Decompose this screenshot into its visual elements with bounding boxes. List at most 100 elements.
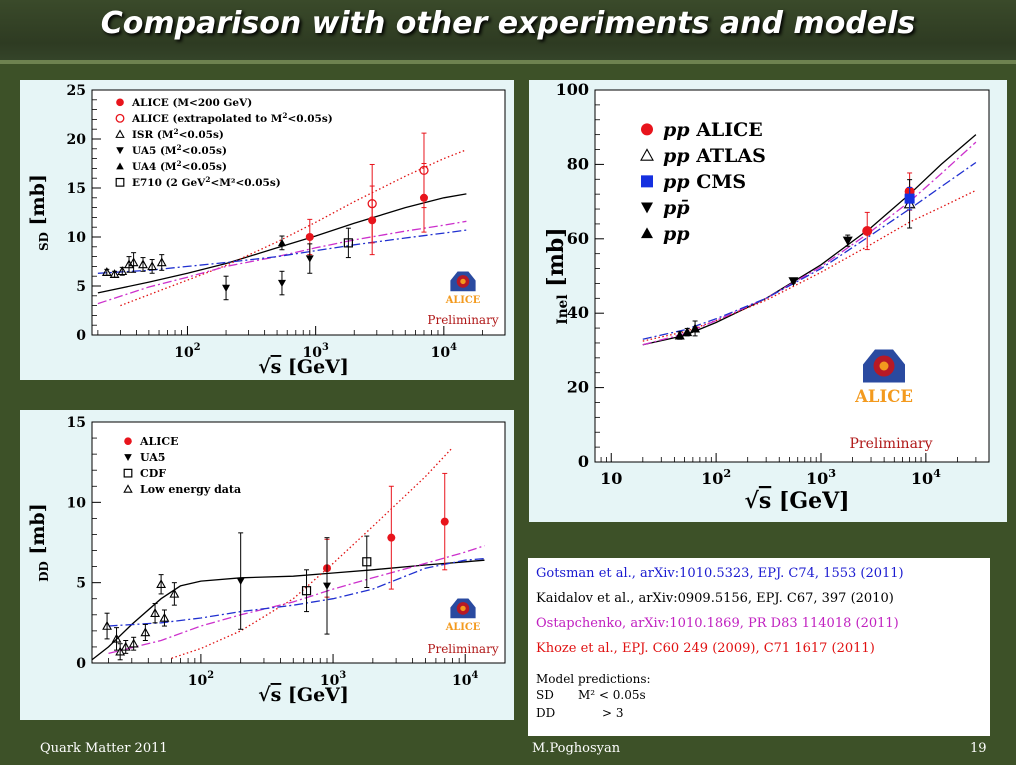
data-marker xyxy=(305,255,314,263)
data-marker xyxy=(343,238,353,248)
y-tick-label: 80 xyxy=(567,154,589,173)
data-marker xyxy=(128,638,139,648)
alice-logo-center xyxy=(460,278,466,285)
data-point xyxy=(109,269,120,278)
legend-marker xyxy=(115,177,125,187)
legend-entry: ALICE xyxy=(139,435,179,448)
data-marker xyxy=(277,238,286,247)
legend-marker xyxy=(116,147,124,155)
legend-marker xyxy=(641,227,653,239)
y-tick-label: 20 xyxy=(67,132,87,148)
data-point xyxy=(120,640,131,654)
data-point xyxy=(323,537,332,635)
data-marker xyxy=(842,236,853,246)
model-curve xyxy=(97,220,467,305)
data-marker xyxy=(362,557,372,567)
sd-panel: 0 5 10 15 20 25 102 103 104 √s [GeV] SD [mb] ALICE … xyxy=(20,80,514,380)
model-curve xyxy=(642,189,977,342)
model-predictions-heading: Model predictions: xyxy=(536,672,651,686)
data-marker xyxy=(159,612,170,622)
data-point xyxy=(904,186,915,211)
data-point xyxy=(387,485,396,590)
title-divider xyxy=(0,60,1016,64)
data-marker xyxy=(674,330,685,340)
data-point xyxy=(117,266,128,276)
data-point xyxy=(674,330,685,340)
data-point xyxy=(138,257,148,272)
legend-entry: pp ALICE xyxy=(663,119,763,141)
data-marker xyxy=(150,608,160,617)
x-axis-label: √s [GeV] xyxy=(744,488,849,514)
legend-marker xyxy=(641,175,653,188)
y-tick-label: 60 xyxy=(567,229,589,248)
legend-marker xyxy=(116,98,124,107)
data-marker xyxy=(305,233,314,241)
model-curve xyxy=(97,229,467,274)
x-tick-label: 102 xyxy=(174,342,200,361)
data-marker xyxy=(236,577,245,586)
y-tick-label: 15 xyxy=(67,181,86,197)
legend-entry: ISR (M2<0.05s) xyxy=(132,127,224,141)
data-marker xyxy=(367,199,377,209)
data-marker xyxy=(440,517,449,526)
model-curve xyxy=(108,557,485,627)
y-tick-label: 20 xyxy=(567,378,589,397)
model-curve xyxy=(97,193,467,294)
data-point xyxy=(236,532,245,630)
preliminary-label: Preliminary xyxy=(849,436,932,452)
legend-entry: UA5 xyxy=(140,451,165,464)
data-point xyxy=(150,603,160,624)
legend-entry: ALICE (M<200 GeV) xyxy=(131,97,252,109)
data-point xyxy=(343,227,353,259)
data-marker xyxy=(101,267,112,277)
data-marker xyxy=(222,284,231,292)
data-point xyxy=(305,243,314,274)
y-tick-label: 100 xyxy=(556,80,589,99)
data-point xyxy=(102,612,112,640)
y-tick-label: 40 xyxy=(567,303,589,322)
y-tick-label: 0 xyxy=(76,328,86,344)
reference-kaidalov: Kaidalov et al., arXiv:0909.5156, EPJ. C… xyxy=(536,591,894,606)
model-curve xyxy=(120,149,467,307)
data-marker xyxy=(111,633,122,643)
data-point xyxy=(140,623,151,642)
y-axis-label: DD [mb] xyxy=(27,503,51,581)
legend-marker xyxy=(115,129,125,138)
data-point xyxy=(222,275,231,301)
y-tick-label: 0 xyxy=(76,656,86,672)
y-tick-label: 10 xyxy=(67,495,87,511)
alice-logo-text: ALICE xyxy=(445,622,481,633)
data-point xyxy=(440,472,449,571)
legend-marker xyxy=(124,437,132,445)
model-curve xyxy=(108,545,485,655)
model-predictions-sd-label: SD xyxy=(536,688,554,702)
data-marker xyxy=(419,165,429,176)
legend-marker xyxy=(116,162,124,170)
data-point xyxy=(159,609,170,627)
plot-frame xyxy=(594,89,990,463)
references-box: Gotsman et al., arXiv:1010.5323, EPJ. C7… xyxy=(528,558,990,736)
x-tick-label: 103 xyxy=(302,342,328,361)
data-point xyxy=(862,211,873,251)
sd-chart: 0 5 10 15 20 25 102 103 104 √s [GeV] SD [mb] ALICE … xyxy=(27,83,506,378)
data-point xyxy=(367,163,377,244)
y-tick-label: 10 xyxy=(67,230,87,246)
data-point xyxy=(419,132,429,209)
x-tick-label: 103 xyxy=(806,466,836,488)
legend-entry: pp̄ xyxy=(663,197,690,219)
alice-logo: ALICE xyxy=(445,598,481,633)
data-point xyxy=(362,535,372,588)
y-tick-label: 25 xyxy=(67,83,86,99)
legend-marker xyxy=(640,148,654,161)
data-marker xyxy=(156,257,167,267)
y-axis-label: Inel [mb] xyxy=(543,227,571,324)
data-marker xyxy=(147,261,158,271)
y-tick-label: 15 xyxy=(67,415,86,431)
data-marker xyxy=(140,627,151,637)
legend-entry: pp xyxy=(663,223,690,245)
legend-entry: pp ATLAS xyxy=(663,145,766,167)
data-point xyxy=(169,582,180,606)
legend-entry: Low energy data xyxy=(140,483,241,496)
alice-logo-center xyxy=(460,605,466,612)
inel-panel: 0 20 40 60 80 100 10 102 103 104 √s [GeV] Inel [mb]… xyxy=(529,80,1007,522)
